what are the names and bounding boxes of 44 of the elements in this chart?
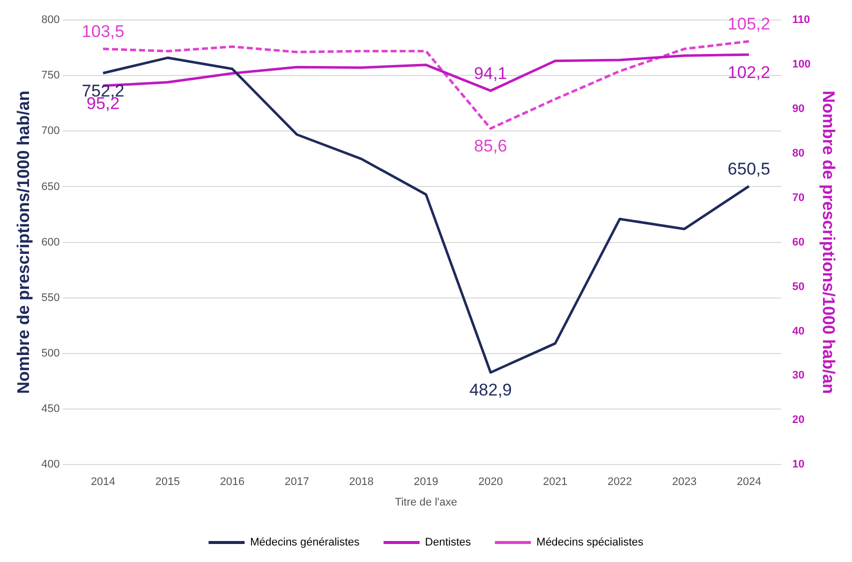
data-label: 102,2 bbox=[728, 62, 770, 82]
data-label: 85,6 bbox=[474, 136, 508, 156]
y-tick-label: 550 bbox=[41, 292, 60, 304]
x-tick-label: 2020 bbox=[478, 476, 503, 488]
x-tick-label: 2023 bbox=[672, 476, 697, 488]
y-tick-label: 700 bbox=[41, 125, 60, 138]
y2-tick-label: 70 bbox=[792, 192, 804, 204]
data-label: 94,1 bbox=[474, 64, 508, 83]
y2-tick-label: 60 bbox=[792, 236, 804, 248]
y2-axis-title: Nombre de prescriptions/1000 hab/an bbox=[819, 90, 838, 394]
y2-tick-label: 80 bbox=[792, 147, 804, 160]
x-tick-label: 2021 bbox=[542, 476, 568, 488]
legend-label: Médecins généralistes bbox=[250, 536, 360, 549]
x-axis-title: Titre de l'axe bbox=[394, 496, 458, 508]
data-label: 105,2 bbox=[728, 14, 770, 34]
x-tick-label: 2014 bbox=[90, 476, 116, 488]
y2-tick-label: 110 bbox=[792, 14, 810, 26]
y-tick-label: 800 bbox=[41, 14, 60, 26]
legend-label: Médecins spécialistes bbox=[536, 536, 644, 549]
y-tick-label: 750 bbox=[41, 70, 60, 82]
legend-label: Dentistes bbox=[425, 536, 472, 549]
x-tick-label: 2016 bbox=[220, 476, 244, 488]
y2-tick-label: 30 bbox=[792, 370, 804, 382]
y-axis-title: Nombre de prescriptions/1000 hab/an bbox=[14, 90, 33, 394]
y-tick-label: 600 bbox=[41, 236, 60, 248]
y-tick-label: 650 bbox=[41, 180, 60, 193]
x-tick-label: 2022 bbox=[608, 476, 632, 488]
y2-tick-label: 10 bbox=[792, 458, 804, 471]
y-tick-label: 400 bbox=[41, 458, 60, 471]
data-label: 650,5 bbox=[728, 159, 770, 178]
y2-tick-label: 40 bbox=[792, 325, 804, 338]
data-label: 103,5 bbox=[82, 22, 124, 42]
y2-tick-label: 90 bbox=[792, 102, 804, 115]
x-tick-label: 2024 bbox=[736, 476, 762, 488]
y2-tick-label: 20 bbox=[792, 414, 804, 426]
data-label: 482,9 bbox=[469, 380, 512, 400]
x-tick-label: 2019 bbox=[414, 476, 438, 488]
x-tick-label: 2017 bbox=[284, 476, 310, 488]
x-tick-label: 2015 bbox=[155, 476, 180, 488]
y-tick-label: 500 bbox=[41, 347, 60, 360]
y2-tick-label: 50 bbox=[792, 280, 804, 293]
y2-tick-label: 100 bbox=[792, 58, 811, 70]
x-tick-label: 2018 bbox=[349, 476, 374, 488]
y-tick-label: 450 bbox=[41, 403, 60, 416]
